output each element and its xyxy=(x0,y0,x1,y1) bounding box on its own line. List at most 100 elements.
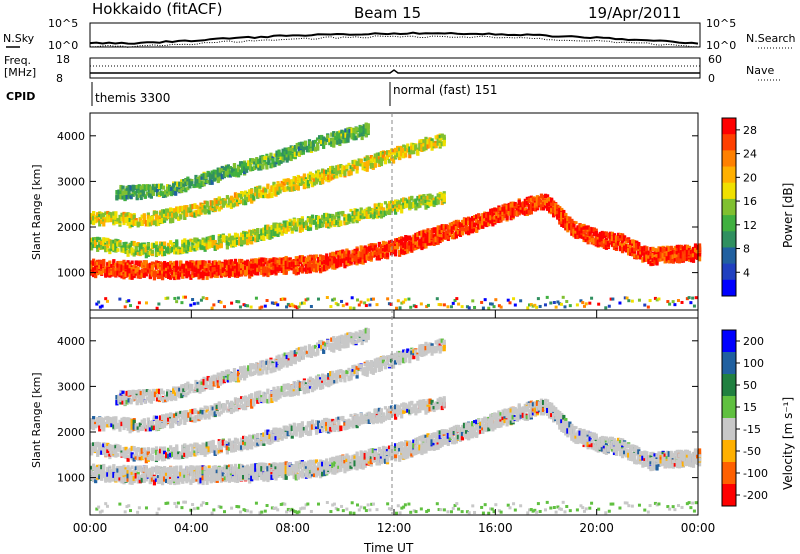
power-cell xyxy=(335,221,339,226)
power-cell xyxy=(347,170,351,174)
power-cell xyxy=(102,217,106,222)
power-cell xyxy=(351,210,355,217)
power-cell xyxy=(229,203,234,210)
power-cell xyxy=(316,258,321,263)
power-cell xyxy=(341,168,345,173)
power-cell xyxy=(406,148,410,153)
power-cell xyxy=(158,261,163,265)
power-cell xyxy=(600,237,604,242)
power-cell xyxy=(128,268,132,274)
power-cell xyxy=(329,252,333,257)
power-cell xyxy=(655,248,659,253)
power-cell xyxy=(272,228,276,234)
power-cell xyxy=(146,251,150,256)
power-cell xyxy=(106,237,110,244)
power-cell xyxy=(347,261,351,266)
power-cell xyxy=(355,251,359,256)
power-cell xyxy=(254,231,258,236)
power-cell xyxy=(126,272,130,277)
power-cell xyxy=(347,171,351,177)
power-cell xyxy=(213,239,217,246)
nave-label: Nave xyxy=(746,64,774,77)
power-cell xyxy=(655,254,659,258)
power-cell xyxy=(282,226,286,233)
power-cell xyxy=(160,210,165,216)
power-cell xyxy=(369,251,373,257)
power-cell xyxy=(272,190,276,195)
power-cell xyxy=(623,245,627,250)
power-cell xyxy=(369,257,373,262)
power-cell xyxy=(414,232,418,239)
power-cell xyxy=(351,214,355,221)
power-cell xyxy=(116,248,120,252)
power-cell xyxy=(308,222,313,228)
power-cell xyxy=(233,272,238,278)
power-cell xyxy=(211,239,215,246)
power-cell xyxy=(325,256,329,263)
power-cell xyxy=(379,244,384,250)
power-cell xyxy=(148,250,152,255)
power-cell xyxy=(134,220,138,224)
power-cell xyxy=(292,218,296,222)
power-cell xyxy=(385,244,390,248)
power-cell xyxy=(363,209,367,213)
power-cell xyxy=(181,248,185,254)
power-cell xyxy=(288,179,292,185)
power-cell xyxy=(446,227,450,234)
power-cell xyxy=(525,200,529,206)
power-cell xyxy=(288,222,292,226)
power-cell xyxy=(337,251,341,255)
power-cell xyxy=(154,244,159,250)
power-cell xyxy=(402,237,406,242)
power-cell xyxy=(639,253,643,258)
power-cell xyxy=(550,200,554,207)
power-cell xyxy=(130,260,134,265)
power-cell xyxy=(219,243,223,248)
power-cell xyxy=(319,222,323,229)
power-cell xyxy=(288,259,292,265)
power-cell xyxy=(450,222,454,227)
power-cell xyxy=(162,245,167,250)
power-cell xyxy=(120,261,124,267)
power-cell xyxy=(331,169,335,175)
power-cell xyxy=(169,213,173,217)
power-cell xyxy=(300,256,304,263)
power-cell xyxy=(671,254,675,259)
power-cell xyxy=(594,239,598,243)
power-cell xyxy=(343,170,347,177)
power-cell xyxy=(191,272,195,278)
power-cell xyxy=(213,273,217,278)
power-cell xyxy=(394,147,398,153)
power-cell xyxy=(357,255,361,260)
power-cell xyxy=(98,244,102,248)
power-cell xyxy=(231,264,236,270)
power-cell xyxy=(122,214,126,219)
power-cell xyxy=(128,242,132,247)
power-cell xyxy=(213,198,217,203)
power-cell xyxy=(365,215,369,219)
power-cell xyxy=(501,216,505,221)
power-cell xyxy=(479,224,483,229)
power-cell xyxy=(252,264,256,269)
power-cell xyxy=(151,192,156,196)
power-cell xyxy=(523,210,527,216)
power-cell xyxy=(284,186,288,191)
power-cell xyxy=(657,255,661,259)
noise-tick-left-bottom: 10^0 xyxy=(48,39,78,52)
power-cell xyxy=(525,198,529,203)
power-cell xyxy=(112,243,116,250)
power-cell xyxy=(225,265,229,271)
power-cell xyxy=(102,240,106,247)
power-cell xyxy=(428,229,432,234)
power-cell xyxy=(195,264,199,269)
power-cell xyxy=(219,271,223,276)
power-cell xyxy=(671,250,675,255)
power-cell xyxy=(454,233,458,239)
power-cell xyxy=(248,195,252,202)
power-cell xyxy=(112,211,116,216)
power-cell xyxy=(517,205,521,211)
power-cell xyxy=(483,221,487,227)
power-cell xyxy=(477,219,481,224)
power-cell xyxy=(205,240,209,245)
power-cell xyxy=(379,157,384,163)
